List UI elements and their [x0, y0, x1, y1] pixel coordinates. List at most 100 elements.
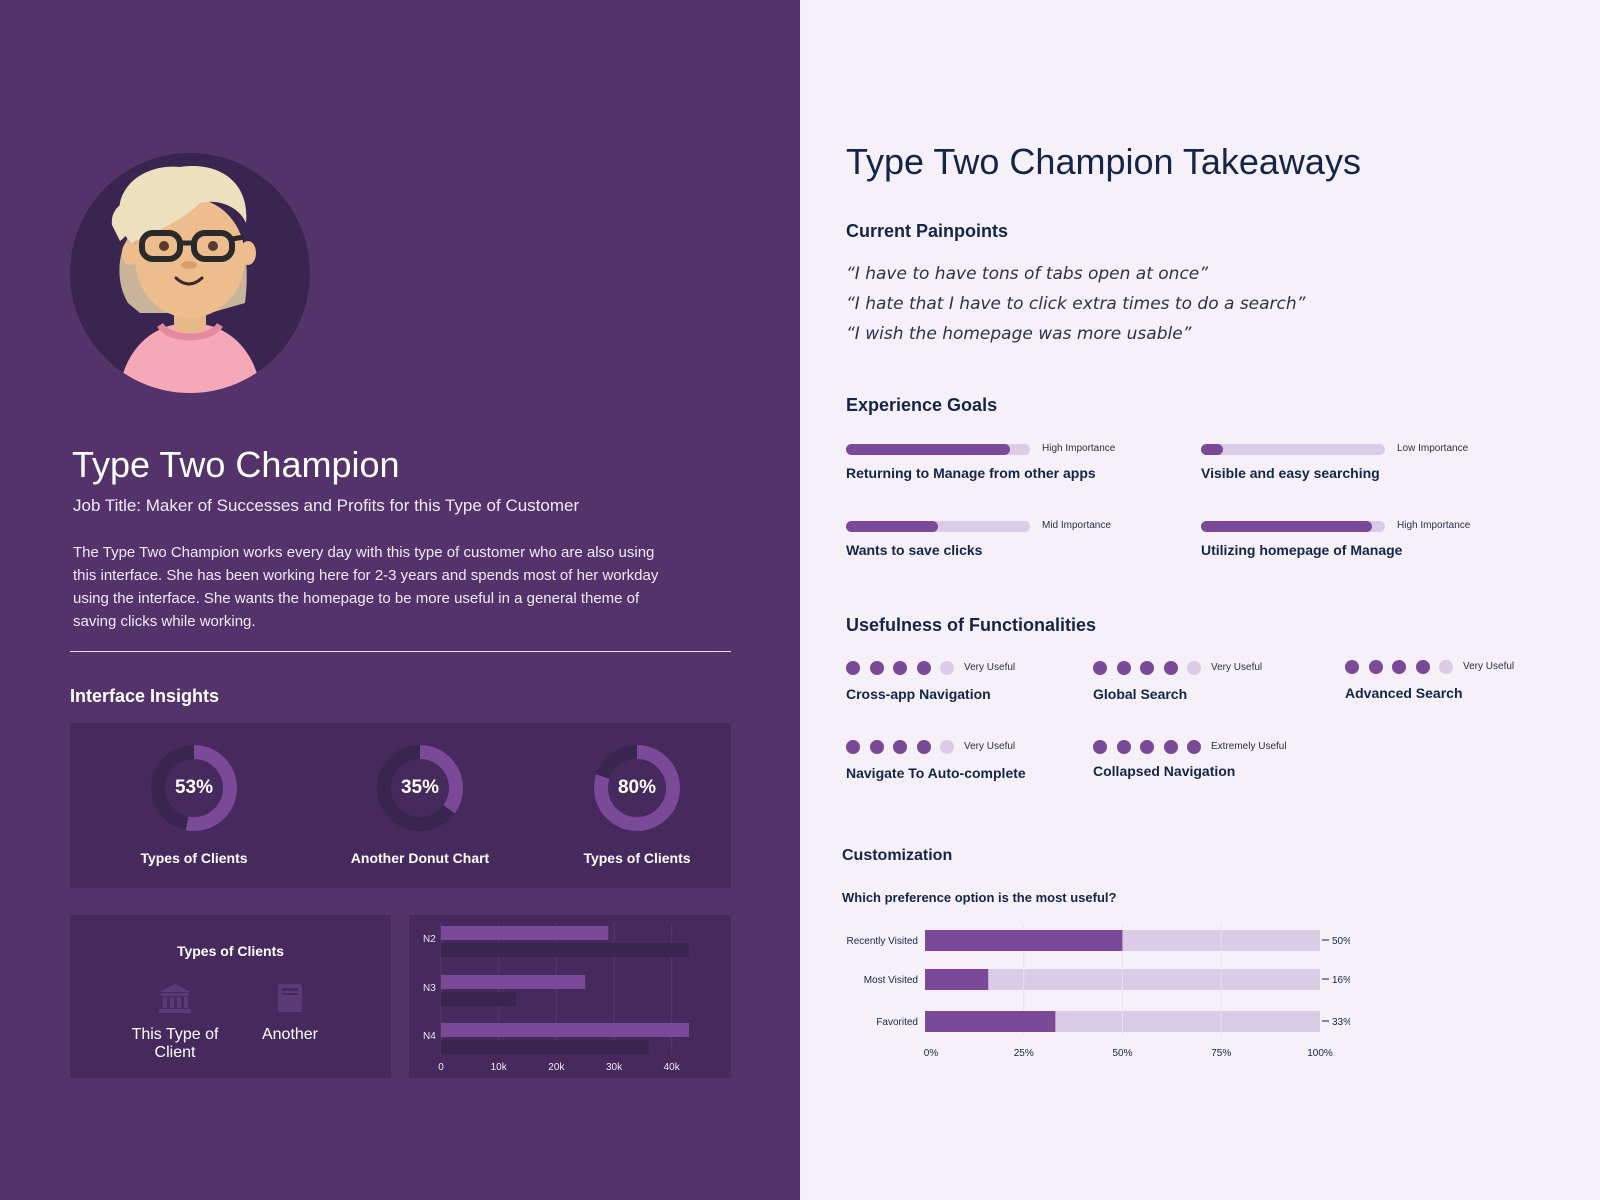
persona-panel: Type Two Champion Job Title: Maker of Su… [0, 0, 800, 1200]
rating-label: Very Useful [964, 662, 1016, 673]
donut-chart: 35% Another Donut Chart [320, 743, 520, 866]
clients-panel: Types of Clients This Type of Client Ano… [70, 915, 391, 1078]
quote: “I have to have tons of tabs open at onc… [846, 264, 1209, 284]
bar [441, 992, 516, 1006]
donut-label: Types of Clients [140, 850, 248, 866]
rating-dot-empty [940, 740, 954, 754]
importance-fill [1201, 444, 1224, 455]
goal-name: Wants to save clicks [846, 542, 983, 558]
donut-chart: 80% Types of Clients [537, 743, 737, 866]
quote: “I wish the homepage was more usable” [846, 324, 1192, 344]
x-tick-label: 40k [664, 1062, 681, 1073]
rating-dot-filled [1345, 660, 1359, 674]
importance-track [1201, 444, 1385, 455]
value-label: 33% [1332, 1017, 1350, 1028]
donut-value: 35% [400, 777, 440, 798]
rating-label: Extremely Useful [1211, 741, 1287, 752]
category-label: Recently Visited [846, 936, 918, 947]
rating-dot-filled [1093, 740, 1107, 754]
usefulness-heading: Usefulness of Functionalities [846, 615, 1097, 635]
rating-dot-filled [1368, 660, 1383, 674]
importance-label: Mid Importance [1042, 520, 1111, 531]
job-title: Job Title: Maker of Successes and Profit… [73, 496, 580, 515]
value-label: 16% [1332, 975, 1350, 986]
bar [441, 975, 586, 989]
importance-label: High Importance [1042, 443, 1116, 454]
rating-dot-filled [1415, 660, 1430, 674]
client-label: Another [261, 1026, 319, 1043]
rating-dot-filled [1187, 740, 1201, 754]
functionality-name: Advanced Search [1345, 685, 1463, 701]
rating-dot-filled [1116, 661, 1131, 675]
goal-name: Visible and easy searching [1201, 465, 1380, 481]
rating-label: Very Useful [1211, 662, 1263, 673]
goal-name: Utilizing homepage of Manage [1201, 542, 1403, 558]
x-tick-label: 20k [548, 1062, 565, 1073]
bank-icon [159, 984, 191, 1013]
x-tick-label: 0 [438, 1062, 444, 1073]
importance-fill [846, 521, 938, 532]
rating-dot-filled [1392, 660, 1406, 674]
bar [441, 1023, 689, 1037]
donut-graphic [151, 745, 237, 831]
bar [441, 1040, 649, 1054]
donut-chart: 53% Types of Clients [94, 743, 294, 866]
customization-heading: Customization [842, 847, 953, 864]
bar [925, 1011, 1056, 1032]
horizontal-bar-chart: 0 10k 20k 30k 40k N2 N3 N4 [423, 923, 689, 1073]
x-tick-label: 50% [1112, 1048, 1132, 1059]
importance-label: Low Importance [1397, 443, 1469, 454]
rating-dot-filled [1140, 661, 1154, 675]
x-tick-label: 30k [606, 1062, 623, 1073]
persona-avatar [70, 153, 310, 393]
functionality-name: Navigate To Auto-complete [846, 765, 1026, 781]
y-tick-label: N4 [423, 1031, 436, 1042]
painpoint-quotes: “I have to have tons of tabs open at onc… [846, 259, 1305, 349]
importance-track [846, 444, 1030, 455]
rating-label: Very Useful [1463, 661, 1515, 672]
insights-heading: Interface Insights [70, 686, 220, 706]
bar [925, 969, 989, 990]
importance-fill [1201, 521, 1373, 532]
importance-track [1201, 521, 1385, 532]
rating-dot-empty [1187, 661, 1201, 675]
hbar-panel: 0 10k 20k 30k 40k N2 N3 N4 [409, 915, 731, 1078]
rating-dot-filled [869, 740, 884, 754]
bar [925, 930, 1123, 951]
donut-label: Types of Clients [583, 850, 691, 866]
donut-graphic [377, 745, 463, 831]
value-label: 50% [1332, 936, 1350, 947]
donut-graphic [594, 745, 680, 831]
goal-name: Returning to Manage from other apps [846, 465, 1096, 481]
rating-dot-filled [916, 740, 931, 754]
goals-heading: Experience Goals [846, 395, 998, 415]
y-tick-label: N2 [423, 934, 436, 945]
client-type: This Type of Client [110, 983, 240, 1062]
painpoints-heading: Current Painpoints [846, 221, 1009, 241]
y-tick-label: N3 [423, 983, 436, 994]
rating-label: Very Useful [964, 741, 1016, 752]
bar [441, 926, 609, 940]
rating-dot-filled [846, 740, 860, 754]
functionality-name: Cross-app Navigation [846, 686, 991, 702]
quote: “I hate that I have to click extra times… [846, 294, 1306, 314]
x-tick-label: 0% [924, 1048, 939, 1059]
functionality-name: Global Search [1093, 686, 1188, 702]
rating-dot-filled [916, 661, 931, 675]
functionality-name: Collapsed Navigation [1093, 763, 1236, 779]
rating-dot-filled [1116, 740, 1131, 754]
persona-bio: The Type Two Champion works every day wi… [73, 544, 659, 630]
donut-panel: 53% Types of Clients 35% Another Donut C… [70, 723, 731, 888]
rating-dot-filled [893, 740, 907, 754]
category-label: Most Visited [864, 975, 918, 986]
rating-dot-filled [1163, 740, 1178, 754]
rating-dot-filled [1163, 661, 1178, 675]
rating-dot-filled [846, 661, 860, 675]
importance-label: High Importance [1397, 520, 1471, 531]
importance-track [846, 521, 1030, 532]
preference-bar-chart: Recently Visited 50% Most Visited 16% Favori… [846, 925, 1350, 1059]
rating-dot-filled [1140, 740, 1154, 754]
divider [70, 651, 731, 652]
rating-dot-empty [940, 661, 954, 675]
x-tick-label: 100% [1307, 1048, 1333, 1059]
